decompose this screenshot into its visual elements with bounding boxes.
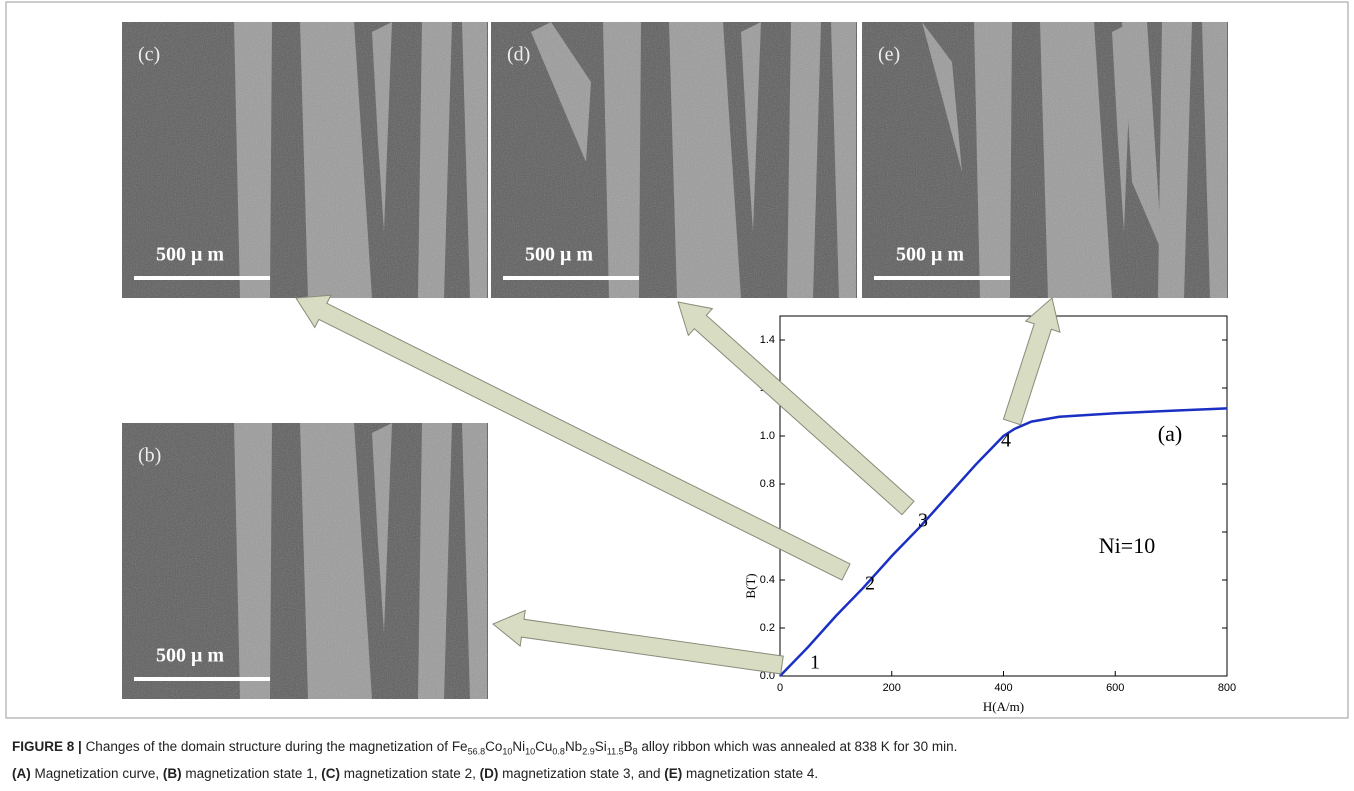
panel-label: (d) (507, 44, 530, 66)
formula-part: 11.5 (606, 746, 624, 757)
micrograph-noise (122, 22, 488, 298)
formula-part: Cu (535, 739, 553, 754)
panel-label: (c) (138, 44, 160, 66)
y-axis-label: B(T) (743, 573, 758, 598)
caption-line: (A) Magnetization curve, (B) magnetizati… (12, 763, 1342, 785)
annotation: Ni=10 (1099, 533, 1155, 558)
formula-part: Si (594, 739, 607, 754)
scale-label: 500 μ m (525, 244, 593, 266)
micrograph: (b) 500 μ m (122, 423, 488, 699)
caption-key: (A) (12, 765, 31, 781)
micrograph: (d) 500 μ m (491, 22, 857, 298)
x-tick-label: 600 (1106, 682, 1124, 694)
figure-border (5, 1, 1349, 719)
scale-label: 500 μ m (896, 244, 964, 266)
panel-label: (e) (878, 44, 900, 66)
x-tick-label: 200 (883, 682, 901, 694)
point-label: 1 (810, 652, 820, 674)
caption: FIGURE 8 | Changes of the domain structu… (12, 736, 1342, 785)
formula-part: 10 (502, 746, 513, 757)
micrograph-noise (122, 423, 488, 699)
point-label: 2 (865, 573, 875, 595)
formula-part: 0.8 (552, 746, 565, 757)
formula-part: B (623, 739, 633, 754)
formula-part: Nb (564, 739, 583, 754)
formula-part: Co (485, 739, 503, 754)
formula-part: 2.9 (582, 746, 595, 757)
formula-part: 8 (632, 746, 638, 757)
caption-text: Magnetization curve, (34, 765, 160, 781)
caption-text: magnetization state 2, (343, 765, 476, 781)
caption-key: (E) (664, 765, 683, 781)
caption-text: Changes of the domain structure during t… (85, 739, 449, 754)
plot-area (779, 315, 1228, 677)
caption-key: (C) (321, 765, 340, 781)
arrow (677, 301, 915, 516)
scale-bar (134, 276, 270, 280)
x-tick-label: 0 (777, 682, 783, 694)
x-tick-label: 400 (994, 682, 1012, 694)
caption-key: (B) (162, 765, 182, 781)
arrow (1002, 297, 1061, 426)
scale-label: 500 μ m (156, 244, 224, 266)
caption-text: magnetization state 3, and (502, 765, 661, 781)
caption-key: (D) (479, 765, 499, 781)
point-label: 4 (1001, 430, 1011, 452)
point-label: 3 (918, 510, 928, 532)
x-axis-label: H(A/m) (983, 699, 1024, 714)
annotation: (a) (1158, 421, 1182, 446)
formula-part: 10 (525, 746, 536, 757)
scale-bar (134, 677, 270, 681)
y-tick-label: 1.0 (760, 430, 775, 442)
figure: (c) 500 μ m (d) 500 μ m (e) 500 μ m (b) 500 μ m… (5, 1, 1349, 719)
arrow (295, 294, 851, 581)
panel-label: (b) (138, 445, 161, 467)
micrograph-noise (862, 22, 1228, 298)
micrograph-noise (491, 22, 857, 298)
formula-part: 56.8 (467, 746, 486, 757)
caption-line: FIGURE 8 | Changes of the domain structu… (12, 736, 1342, 763)
x-tick-label: 800 (1218, 682, 1236, 694)
scale-bar (874, 276, 1010, 280)
y-tick-label: 0.4 (760, 574, 775, 586)
figure-number: FIGURE 8 | (12, 739, 82, 754)
caption-text: magnetization state 1, (185, 765, 318, 781)
curve (779, 407, 1228, 677)
formula-part: Ni (512, 739, 526, 754)
formula-part: Fe (451, 739, 468, 754)
scale-bar (503, 276, 639, 280)
y-tick-label: 0.2 (760, 622, 775, 634)
scale-label: 500 μ m (156, 645, 224, 667)
caption-text: magnetization state 4. (686, 765, 819, 781)
micrograph: (e) 500 μ m (862, 22, 1228, 298)
y-tick-label: 1.4 (760, 334, 775, 346)
arrow (492, 609, 784, 675)
micrograph: (c) 500 μ m (122, 22, 488, 298)
caption-text: alloy ribbon which was annealed at 838 K… (641, 739, 958, 754)
y-tick-label: 0.8 (760, 478, 775, 490)
